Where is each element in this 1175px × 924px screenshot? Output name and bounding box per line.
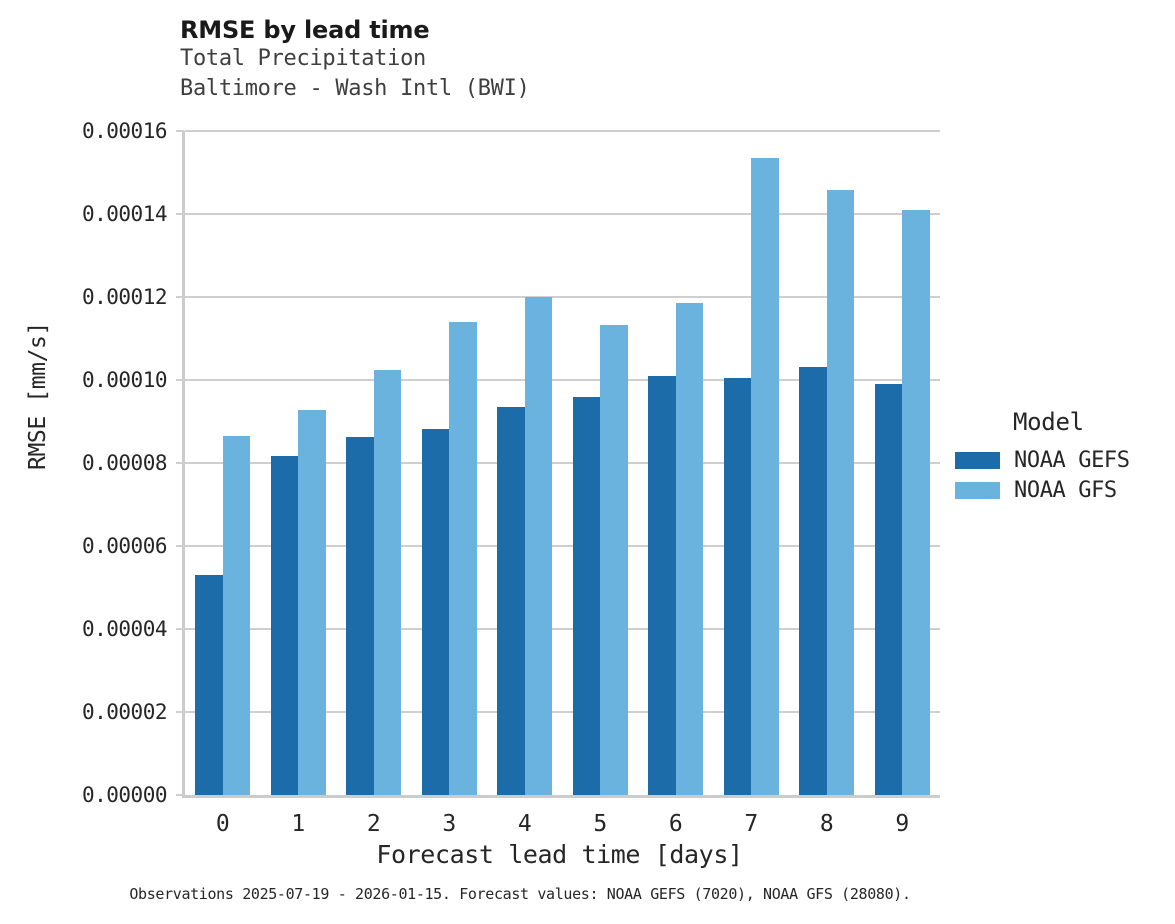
chart-caption: Observations 2025-07-19 - 2026-01-15. Fo… <box>129 885 911 903</box>
x-axis-tick-label: 7 <box>744 811 759 837</box>
y-axis-tick-label: 0.00014 <box>81 202 168 226</box>
y-axis-tick-mark <box>176 711 184 713</box>
chart-title: RMSE by lead time <box>180 16 430 44</box>
bar-noaa-gfs-day-4 <box>524 296 553 795</box>
bar-noaa-gefs-day-4 <box>497 406 525 795</box>
bar-noaa-gfs-day-5 <box>600 325 628 795</box>
y-axis-tick-label: 0.00004 <box>81 617 168 641</box>
bar-noaa-gefs-day-1 <box>270 455 299 795</box>
legend-entries: NOAA GEFS NOAA GFS <box>955 445 1170 505</box>
gridline <box>185 462 940 464</box>
y-axis-tick-label: 0.00002 <box>81 700 168 724</box>
gridline <box>185 379 940 381</box>
legend-item-noaa-gfs[interactable]: NOAA GFS <box>955 475 1170 505</box>
y-axis-tick-label: 0.00012 <box>81 285 168 309</box>
title-block: RMSE by lead time Total Precipitation Ba… <box>180 16 880 104</box>
bar-noaa-gefs-day-6 <box>648 376 676 795</box>
bar-noaa-gfs-day-8 <box>826 190 855 795</box>
bar-noaa-gfs-day-9 <box>902 210 930 795</box>
bar-noaa-gefs-day-8 <box>799 367 827 795</box>
y-axis-tick-label: 0.00000 <box>81 783 168 807</box>
legend-item-label: NOAA GEFS <box>1014 447 1130 473</box>
legend-color-swatch <box>955 451 1000 469</box>
y-axis-tick-mark <box>176 130 184 132</box>
bar-noaa-gfs-day-6 <box>675 303 704 795</box>
bars-layer <box>185 131 940 795</box>
chart-subtitle-location: Baltimore - Wash Intl (BWI) <box>180 76 530 101</box>
gridline <box>185 130 940 132</box>
gridline <box>185 213 940 215</box>
x-axis-tick-label: 6 <box>668 811 683 837</box>
y-axis-tick-label: 0.00006 <box>81 534 168 558</box>
x-axis-tick-label: 9 <box>895 811 910 837</box>
legend: Model NOAA GEFS NOAA GFS <box>955 408 1170 505</box>
legend-color-swatch <box>955 481 1000 499</box>
chart-subtitle-variable: Total Precipitation <box>180 46 426 71</box>
bar-noaa-gfs-day-0 <box>222 435 251 795</box>
y-axis-tick-mark <box>176 296 184 298</box>
bar-noaa-gefs-day-5 <box>572 397 601 795</box>
legend-title: Model <box>1013 408 1084 436</box>
y-axis-tick-mark <box>176 213 184 215</box>
y-axis-tick-mark <box>176 794 184 796</box>
x-axis-tick-label: 3 <box>442 811 457 837</box>
bar-noaa-gfs-day-1 <box>298 409 326 795</box>
x-axis-label: Forecast lead time [days] <box>376 840 743 869</box>
y-axis-tick-label: 0.00016 <box>81 119 168 143</box>
x-axis-tick-label: 2 <box>366 811 381 837</box>
bar-noaa-gefs-day-9 <box>874 384 903 795</box>
bar-noaa-gefs-day-3 <box>421 428 450 795</box>
bar-noaa-gfs-day-3 <box>449 322 477 795</box>
bar-noaa-gefs-day-0 <box>195 574 223 795</box>
y-axis-tick-mark <box>176 628 184 630</box>
legend-item-noaa-gefs[interactable]: NOAA GEFS <box>955 445 1170 475</box>
y-axis-label: RMSE [mm/s] <box>25 322 51 470</box>
y-axis-tick-label: 0.00010 <box>81 368 168 392</box>
x-axis-tick-label: 0 <box>215 811 230 837</box>
gridline <box>185 545 940 547</box>
bar-noaa-gfs-day-2 <box>373 370 402 795</box>
bar-noaa-gefs-day-7 <box>723 378 752 795</box>
y-axis-tick-mark <box>176 379 184 381</box>
bar-noaa-gefs-day-2 <box>346 436 374 795</box>
x-axis-tick-label: 1 <box>291 811 306 837</box>
x-axis-tick-label: 4 <box>517 811 532 837</box>
plot-area: 0.00000 0.00002 0.00004 0.00006 0.00008 0.000… <box>82 119 940 837</box>
y-axis-tick-mark <box>176 545 184 547</box>
gridline <box>185 628 940 630</box>
y-axis-tick-mark <box>176 462 184 464</box>
gridline <box>185 711 940 713</box>
gridline <box>185 296 940 298</box>
y-axis-tick-label: 0.00008 <box>81 451 168 475</box>
x-axis-tick-label: 5 <box>593 811 608 837</box>
legend-item-label: NOAA GFS <box>1014 477 1117 503</box>
bar-noaa-gfs-day-7 <box>751 157 779 795</box>
x-axis-tick-label: 8 <box>819 811 834 837</box>
